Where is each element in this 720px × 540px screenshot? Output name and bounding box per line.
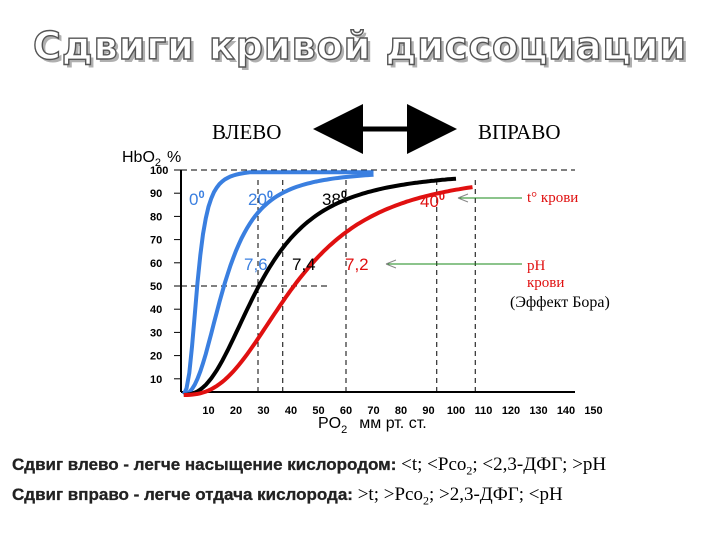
y-tick-label: 100 — [150, 165, 168, 177]
x-tick-label: 130 — [529, 405, 547, 417]
caption-left-shift: Сдвиг влево - легче насыщение кислородом… — [12, 454, 607, 478]
y-tick-label: 70 — [150, 235, 162, 247]
label-ph72: 7,2 — [345, 255, 369, 274]
y-tick-label: 80 — [150, 211, 162, 223]
curve-t20-ph76 — [183, 172, 374, 397]
x-tick-label: 80 — [395, 405, 407, 417]
x-tick-label: 90 — [422, 405, 434, 417]
x-tick-label: 70 — [367, 405, 379, 417]
x-tick-label: 120 — [502, 405, 520, 417]
annotation-ph-blood: крови — [527, 275, 564, 291]
annotation-temperature: t° крови — [527, 190, 578, 206]
x-tick-label: 20 — [230, 405, 242, 417]
curve-t40-ph72 — [183, 185, 473, 397]
shift-right-label: ВПРАВО — [478, 120, 561, 144]
pointer-temperature-head — [457, 193, 469, 203]
annotation-bohr-effect: (Эффект Бора) — [510, 294, 610, 311]
x-tick-label: 140 — [557, 405, 575, 417]
label-t0: 00 — [189, 189, 205, 209]
x-tick-label: 100 — [447, 405, 465, 417]
annotation-ph: pH — [527, 258, 546, 274]
label-ph76: 7,6 — [244, 255, 268, 274]
label-ph74: 7,4 — [292, 255, 316, 274]
shift-left-label: ВЛЕВО — [212, 120, 282, 144]
y-tick-label: 40 — [150, 304, 162, 316]
x-tick-label: 10 — [202, 405, 214, 417]
y-tick-label: 20 — [150, 351, 162, 363]
x-tick-label: 40 — [285, 405, 297, 417]
label-t40: 400 — [420, 191, 445, 211]
y-axis-title: HbO2% — [122, 149, 181, 169]
caption-right-shift: Сдвиг вправо - легче отдача кислорода: >… — [12, 484, 563, 508]
y-tick-label: 30 — [150, 327, 162, 339]
label-t38: 380 — [322, 189, 347, 209]
pointer-ph-head — [385, 259, 397, 269]
x-tick-label: 110 — [475, 405, 493, 417]
slide-title: Сдвиги кривой диссоциации — [32, 23, 687, 68]
curve-t0 — [181, 170, 374, 396]
x-axis-title: PO2 мм рт. ст. — [318, 415, 427, 436]
y-tick-label: 60 — [150, 258, 162, 270]
y-tick-label: 90 — [150, 188, 162, 200]
x-tick-label: 30 — [257, 405, 269, 417]
y-tick-label: 50 — [150, 281, 162, 293]
x-tick-label: 60 — [340, 405, 352, 417]
y-tick-label: 10 — [150, 374, 162, 386]
x-tick-label: 50 — [312, 405, 324, 417]
label-t20: 200 — [248, 189, 273, 209]
x-tick-label: 150 — [584, 405, 602, 417]
curve-t38-ph74 — [183, 176, 457, 397]
